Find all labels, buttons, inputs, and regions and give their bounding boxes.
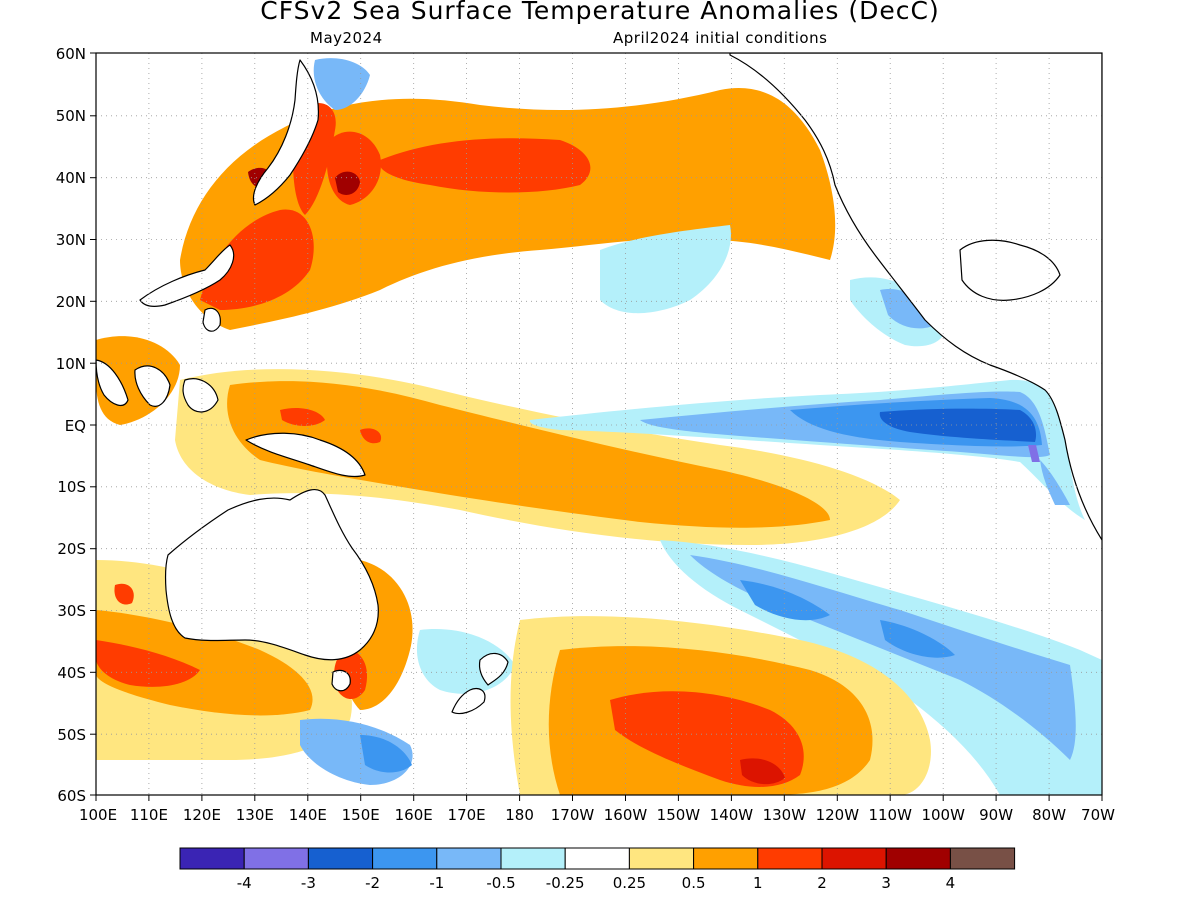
colorbar-tick-label: -3	[301, 874, 316, 892]
lat-label: 50S	[57, 726, 86, 744]
lat-label: 30N	[56, 231, 86, 249]
colorbar-labels: -4 -3 -2 -1 -0.5 -0.25 0.25 0.5 1 2 3 4	[237, 874, 955, 892]
lat-label: 20S	[57, 540, 86, 558]
lon-label: 80W	[1032, 806, 1066, 824]
lat-label: 50N	[56, 107, 86, 125]
lon-label: 110W	[868, 806, 912, 824]
colorbar-swatch	[179, 847, 245, 870]
colorbar-swatch	[243, 847, 309, 870]
lon-label: 160W	[604, 806, 648, 824]
colorbar-tick-label: 0.5	[682, 874, 706, 892]
lon-label: 70W	[1081, 806, 1115, 824]
colorbar-swatch	[757, 847, 823, 870]
lon-label: 120E	[183, 806, 221, 824]
lon-label: 140E	[289, 806, 327, 824]
lon-label: 90W	[979, 806, 1013, 824]
lat-label: 10S	[57, 478, 86, 496]
colorbar	[179, 847, 1016, 870]
colorbar-swatch	[885, 847, 951, 870]
map-title: CFSv2 Sea Surface Temperature Anomalies …	[260, 0, 940, 25]
lon-label: 130E	[236, 806, 274, 824]
colorbar-tick-label: -2	[365, 874, 380, 892]
lon-label: 120W	[816, 806, 860, 824]
lon-label: 100E	[79, 806, 117, 824]
colorbar-swatch	[564, 847, 630, 870]
lon-label: 130W	[763, 806, 807, 824]
coastlines	[96, 53, 1102, 715]
lat-label: 40N	[56, 169, 86, 187]
colorbar-swatch	[372, 847, 438, 870]
colorbar-tick-label: -4	[237, 874, 252, 892]
initial-conditions-label: April2024 initial conditions	[613, 29, 828, 47]
colorbar-swatch	[693, 847, 759, 870]
gridlines	[96, 53, 1102, 795]
colorbar-swatch	[307, 847, 374, 870]
lat-label: 20N	[56, 293, 86, 311]
lon-label: 140W	[710, 806, 754, 824]
lon-label: 170W	[551, 806, 595, 824]
lon-label: 150W	[657, 806, 701, 824]
colorbar-tick-label: 2	[817, 874, 827, 892]
latitude-labels: 60N 50N 40N 30N 20N 10N EQ 10S 20S 30S 4…	[56, 45, 86, 805]
colorbar-tick-label: 3	[881, 874, 891, 892]
lon-label: 110E	[130, 806, 168, 824]
lat-label: 60S	[57, 787, 86, 805]
longitude-labels: 100E 110E 120E 130E 140E 150E 160E 170E …	[79, 806, 1115, 824]
colorbar-tick-label: 1	[753, 874, 763, 892]
colorbar-tick-label: -0.5	[486, 874, 515, 892]
lat-label: 30S	[57, 602, 86, 620]
colorbar-tick-label: -0.25	[546, 874, 585, 892]
lon-label: 170E	[448, 806, 486, 824]
colorbar-tick-label: -1	[429, 874, 444, 892]
lon-label: 150E	[342, 806, 380, 824]
lat-label: EQ	[65, 417, 86, 435]
colorbar-tick-label: 4	[946, 874, 956, 892]
colorbar-swatch	[436, 847, 502, 870]
lat-label: 60N	[56, 45, 86, 63]
colorbar-tick-label: 0.25	[613, 874, 646, 892]
lon-label: 100W	[921, 806, 965, 824]
plot-frame	[95, 52, 1103, 796]
axis-ticks	[90, 52, 1103, 801]
colorbar-swatch	[949, 847, 1016, 870]
colorbar-swatch	[628, 847, 695, 870]
lon-label: 160E	[395, 806, 433, 824]
colorbar-swatch	[821, 847, 887, 870]
colorbar-swatch	[500, 847, 566, 870]
lat-label: 10N	[56, 355, 86, 373]
lon-label: 180	[505, 806, 534, 824]
lat-label: 40S	[57, 664, 86, 682]
forecast-month: May2024	[310, 29, 383, 47]
